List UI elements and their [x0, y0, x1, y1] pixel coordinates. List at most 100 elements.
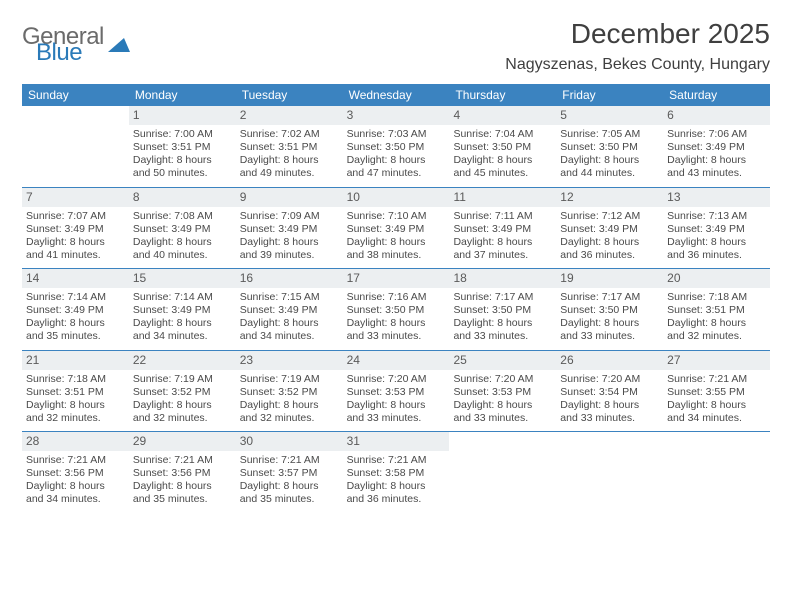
day-detail-line: Daylight: 8 hours and 33 minutes. [453, 399, 552, 425]
day-detail-line: Sunrise: 7:14 AM [133, 291, 232, 304]
day-number: 25 [449, 351, 556, 370]
day-detail-line: Sunset: 3:55 PM [667, 386, 766, 399]
day-detail-line: Sunrise: 7:21 AM [347, 454, 446, 467]
day-detail-line: Sunrise: 7:12 AM [560, 210, 659, 223]
week-row: 28Sunrise: 7:21 AMSunset: 3:56 PMDayligh… [22, 432, 770, 513]
day-number [663, 432, 770, 451]
day-cell: 23Sunrise: 7:19 AMSunset: 3:52 PMDayligh… [236, 351, 343, 432]
dow-label: Sunday [22, 84, 129, 106]
day-cell: 4Sunrise: 7:04 AMSunset: 3:50 PMDaylight… [449, 106, 556, 187]
day-detail-line: Daylight: 8 hours and 41 minutes. [26, 236, 125, 262]
day-detail-line: Sunset: 3:50 PM [347, 141, 446, 154]
day-number: 31 [343, 432, 450, 451]
day-detail-line: Sunrise: 7:20 AM [560, 373, 659, 386]
day-detail-line: Daylight: 8 hours and 47 minutes. [347, 154, 446, 180]
day-detail-line: Daylight: 8 hours and 35 minutes. [133, 480, 232, 506]
day-detail-line: Sunrise: 7:09 AM [240, 210, 339, 223]
day-detail-line: Sunrise: 7:17 AM [560, 291, 659, 304]
day-detail-line: Sunrise: 7:19 AM [240, 373, 339, 386]
day-detail-line: Sunrise: 7:20 AM [347, 373, 446, 386]
day-number: 12 [556, 188, 663, 207]
day-detail-line: Daylight: 8 hours and 50 minutes. [133, 154, 232, 180]
day-detail-line: Sunrise: 7:05 AM [560, 128, 659, 141]
day-detail-line: Daylight: 8 hours and 36 minutes. [560, 236, 659, 262]
location-subtitle: Nagyszenas, Bekes County, Hungary [505, 56, 770, 74]
day-number: 10 [343, 188, 450, 207]
day-detail-line: Sunrise: 7:11 AM [453, 210, 552, 223]
month-title: December 2025 [505, 18, 770, 50]
day-detail-line: Daylight: 8 hours and 32 minutes. [667, 317, 766, 343]
day-detail-line: Daylight: 8 hours and 34 minutes. [667, 399, 766, 425]
day-detail-line: Sunset: 3:49 PM [26, 223, 125, 236]
day-detail-line: Sunrise: 7:14 AM [26, 291, 125, 304]
day-detail-line: Daylight: 8 hours and 49 minutes. [240, 154, 339, 180]
day-cell [22, 106, 129, 187]
day-detail-line: Sunset: 3:50 PM [453, 304, 552, 317]
day-number: 11 [449, 188, 556, 207]
week-row: 14Sunrise: 7:14 AMSunset: 3:49 PMDayligh… [22, 269, 770, 351]
day-detail-line: Daylight: 8 hours and 44 minutes. [560, 154, 659, 180]
day-number: 23 [236, 351, 343, 370]
day-cell: 6Sunrise: 7:06 AMSunset: 3:49 PMDaylight… [663, 106, 770, 187]
day-detail-line: Daylight: 8 hours and 36 minutes. [347, 480, 446, 506]
day-cell: 29Sunrise: 7:21 AMSunset: 3:56 PMDayligh… [129, 432, 236, 513]
day-cell: 10Sunrise: 7:10 AMSunset: 3:49 PMDayligh… [343, 188, 450, 269]
day-cell: 5Sunrise: 7:05 AMSunset: 3:50 PMDaylight… [556, 106, 663, 187]
day-cell: 16Sunrise: 7:15 AMSunset: 3:49 PMDayligh… [236, 269, 343, 350]
day-number: 2 [236, 106, 343, 125]
day-detail-line: Sunrise: 7:07 AM [26, 210, 125, 223]
day-number: 19 [556, 269, 663, 288]
dow-label: Wednesday [343, 84, 450, 106]
day-detail-line: Sunrise: 7:21 AM [26, 454, 125, 467]
day-detail-line: Sunset: 3:49 PM [453, 223, 552, 236]
day-number: 21 [22, 351, 129, 370]
day-number: 15 [129, 269, 236, 288]
day-cell: 21Sunrise: 7:18 AMSunset: 3:51 PMDayligh… [22, 351, 129, 432]
day-number: 6 [663, 106, 770, 125]
day-cell: 28Sunrise: 7:21 AMSunset: 3:56 PMDayligh… [22, 432, 129, 513]
day-detail-line: Sunset: 3:52 PM [133, 386, 232, 399]
day-number: 22 [129, 351, 236, 370]
day-detail-line: Sunset: 3:51 PM [667, 304, 766, 317]
day-detail-line: Daylight: 8 hours and 37 minutes. [453, 236, 552, 262]
brand-text: General Blue [22, 26, 104, 63]
day-number: 5 [556, 106, 663, 125]
day-cell: 27Sunrise: 7:21 AMSunset: 3:55 PMDayligh… [663, 351, 770, 432]
day-cell: 14Sunrise: 7:14 AMSunset: 3:49 PMDayligh… [22, 269, 129, 350]
day-cell: 9 Sunrise: 7:09 AMSunset: 3:49 PMDaylight… [236, 188, 343, 269]
day-detail-line: Daylight: 8 hours and 33 minutes. [453, 317, 552, 343]
day-detail-line: Sunrise: 7:21 AM [133, 454, 232, 467]
day-detail-line: Sunset: 3:57 PM [240, 467, 339, 480]
day-cell: 18Sunrise: 7:17 AMSunset: 3:50 PMDayligh… [449, 269, 556, 350]
day-detail-line: Daylight: 8 hours and 34 minutes. [240, 317, 339, 343]
day-detail-line: Sunset: 3:49 PM [133, 304, 232, 317]
day-cell: 20Sunrise: 7:18 AMSunset: 3:51 PMDayligh… [663, 269, 770, 350]
day-cell: 31Sunrise: 7:21 AMSunset: 3:58 PMDayligh… [343, 432, 450, 513]
brand-part2: Blue [36, 42, 104, 64]
day-detail-line: Daylight: 8 hours and 39 minutes. [240, 236, 339, 262]
day-detail-line: Daylight: 8 hours and 35 minutes. [240, 480, 339, 506]
logo-triangle-icon [108, 38, 130, 52]
day-detail-line: Sunset: 3:49 PM [240, 223, 339, 236]
day-cell: 2Sunrise: 7:02 AMSunset: 3:51 PMDaylight… [236, 106, 343, 187]
day-detail-line: Sunset: 3:52 PM [240, 386, 339, 399]
day-number [449, 432, 556, 451]
week-row: 1Sunrise: 7:00 AMSunset: 3:51 PMDaylight… [22, 106, 770, 188]
dow-label: Tuesday [236, 84, 343, 106]
day-of-week-header: SundayMondayTuesdayWednesdayThursdayFrid… [22, 84, 770, 106]
day-detail-line: Sunrise: 7:16 AM [347, 291, 446, 304]
day-number [556, 432, 663, 451]
day-detail-line: Sunrise: 7:03 AM [347, 128, 446, 141]
day-number: 30 [236, 432, 343, 451]
day-detail-line: Daylight: 8 hours and 33 minutes. [347, 399, 446, 425]
day-detail-line: Sunrise: 7:18 AM [667, 291, 766, 304]
day-detail-line: Daylight: 8 hours and 33 minutes. [347, 317, 446, 343]
day-number [22, 106, 129, 125]
day-detail-line: Sunset: 3:51 PM [240, 141, 339, 154]
day-number: 3 [343, 106, 450, 125]
day-detail-line: Sunset: 3:49 PM [560, 223, 659, 236]
day-cell: 12 Sunrise: 7:12 AMSunset: 3:49 PMDayligh… [556, 188, 663, 269]
day-number: 9 [236, 188, 343, 207]
day-detail-line: Daylight: 8 hours and 38 minutes. [347, 236, 446, 262]
day-detail-line: Sunset: 3:54 PM [560, 386, 659, 399]
